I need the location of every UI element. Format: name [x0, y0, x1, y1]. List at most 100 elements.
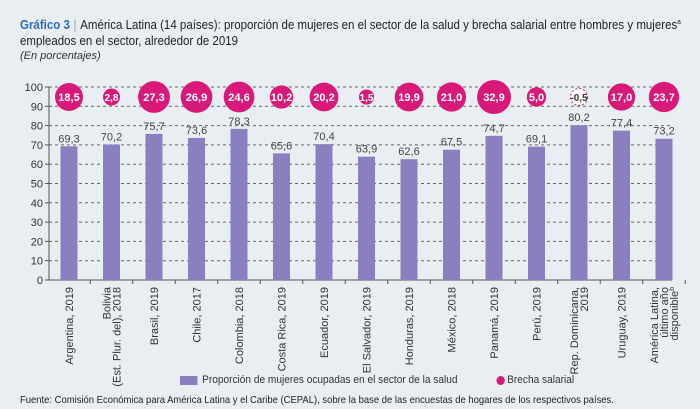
- x-tick-label-line: Perú, 2019: [532, 287, 544, 341]
- bar-value-label: 78,3: [228, 116, 249, 128]
- x-tick-label-line: Honduras, 2019: [404, 287, 416, 365]
- bar-value-label: 62,6: [398, 146, 419, 158]
- x-tick-label-line: Chile, 2017: [192, 287, 204, 343]
- bar: [570, 125, 588, 281]
- bubble-value-label: 24,6: [228, 92, 249, 104]
- x-tick-label-line: último año: [659, 287, 671, 338]
- legend: Proporción de mujeres ocupadas en el sec…: [180, 374, 574, 386]
- x-tick-label-line: El Salvador, 2019: [362, 287, 374, 373]
- bubble-value-label: 26,9: [186, 92, 207, 104]
- x-tick-label: Costa Rica, 2019: [277, 287, 289, 371]
- footnote-mark: b: [669, 287, 676, 291]
- bar-value-label: 69,3: [58, 133, 79, 145]
- bubble: [526, 87, 547, 107]
- bar-value-label: 77,4: [611, 118, 632, 130]
- bubble-value-label: 18,5: [58, 92, 79, 104]
- bar-value-label: 70,4: [313, 131, 334, 143]
- bar-value-label: 73,2: [653, 126, 674, 138]
- legend-label-dot: Brecha salarial: [507, 374, 575, 386]
- bar: [613, 130, 630, 280]
- x-tick-label-line: (Est. Plur. del), 2018: [112, 287, 124, 387]
- x-tick-label: Colombia, 2018: [234, 287, 246, 364]
- bubble-value-label: 10,2: [271, 92, 292, 104]
- bar-value-label: 63,9: [356, 144, 377, 156]
- x-tick-label-line: Rep. Dominicana,: [569, 287, 581, 374]
- bar-value-label: 74,7: [483, 123, 504, 135]
- x-tick-label-line: Colombia, 2018: [234, 287, 246, 364]
- bar: [315, 144, 333, 280]
- bubble: [358, 89, 375, 105]
- title-text: América Latina (14 países): proporción d…: [80, 18, 678, 33]
- bubble-value-label: -0,5: [570, 93, 588, 104]
- figure-number: Gráfico 3: [20, 18, 70, 33]
- separator: |: [73, 18, 77, 33]
- x-tick-label: México, 2018: [447, 287, 459, 352]
- bar: [145, 133, 163, 280]
- bubble-value-label: 27,3: [143, 92, 164, 104]
- bubble: [648, 81, 680, 113]
- x-tick-label: Honduras, 2019: [404, 287, 416, 365]
- bubble-value-label: 21,0: [441, 92, 462, 104]
- bubble-value-label: 1,5: [360, 93, 374, 104]
- x-tick-label-line: Brasil, 2019: [149, 287, 161, 345]
- y-tick-label: 60: [31, 159, 43, 171]
- bar-value-label: 67,5: [441, 137, 462, 149]
- y-tick-label: 90: [31, 101, 43, 113]
- x-tick-label: El Salvador, 2019: [362, 287, 374, 373]
- x-tick-label: Perú, 2019: [532, 287, 544, 341]
- bubble: [394, 82, 424, 112]
- x-tick-label-line: Ecuador, 2019: [319, 287, 331, 358]
- bar: [485, 135, 503, 280]
- bubble-value-label: 5,0: [529, 92, 544, 104]
- bubble-value-label: 17,0: [611, 92, 632, 104]
- chart-title: Gráfico 3 | América Latina (14 países): pr…: [20, 15, 687, 49]
- bar: [358, 156, 375, 280]
- y-tick-label: 70: [31, 140, 43, 152]
- y-tick-label: 20: [31, 236, 43, 248]
- y-tick-label: 40: [31, 198, 43, 210]
- y-tick-label: 0: [37, 275, 43, 287]
- x-tick-label: Brasil, 2019: [149, 287, 161, 345]
- bar: [443, 149, 460, 280]
- bubble: [436, 82, 467, 112]
- x-tick-label-line: América Latina,: [649, 287, 661, 363]
- y-tick-label: 10: [31, 256, 43, 268]
- x-tick-label: América Latina,último añodisponibleb: [649, 287, 681, 364]
- bubble: [55, 83, 83, 111]
- bar: [230, 128, 248, 280]
- bubble-negative: [570, 88, 588, 106]
- bubble: [309, 82, 339, 112]
- x-tick-label-line: Uruguay, 2019: [617, 287, 629, 358]
- source-note: Fuente: Comisión Económica para América …: [20, 394, 614, 406]
- bar: [103, 144, 120, 280]
- x-tick-label-line: México, 2018: [447, 287, 459, 352]
- bar-value-label: 73,6: [186, 125, 207, 137]
- bubble-value-label: 19,9: [398, 92, 419, 104]
- bubble-value-label: 20,2: [313, 92, 334, 104]
- legend-swatch-dot: [496, 375, 505, 385]
- bar-value-label: 70,2: [101, 132, 122, 144]
- bubble: [607, 83, 636, 111]
- bar-value-label: 69,1: [526, 134, 547, 146]
- bubble-value-label: 32,9: [483, 92, 504, 104]
- x-tick-label-line: Bolivia: [102, 286, 114, 319]
- bar-value-label: 75,7: [143, 121, 164, 133]
- bar: [400, 159, 418, 280]
- title-end: empleados en el sector, alrededor de 201…: [20, 34, 239, 49]
- y-tick-label: 50: [31, 179, 43, 191]
- x-tick-label: Chile, 2017: [192, 287, 204, 343]
- x-tick-label-line: disponible: [669, 291, 681, 341]
- bar: [528, 146, 545, 280]
- x-tick-label: Panamá, 2019: [489, 287, 501, 359]
- bubble-value-label: 23,7: [653, 92, 674, 104]
- x-tick-label-line: Costa Rica, 2019: [277, 287, 289, 371]
- y-tick-label: 80: [31, 121, 43, 133]
- x-tick-label: Ecuador, 2019: [319, 287, 331, 358]
- bubble: [138, 81, 170, 113]
- bar: [60, 146, 78, 280]
- bar-value-label: 65,6: [271, 140, 292, 152]
- chart-subtitle: (En porcentajes): [20, 50, 101, 62]
- y-tick-label: 30: [31, 217, 43, 229]
